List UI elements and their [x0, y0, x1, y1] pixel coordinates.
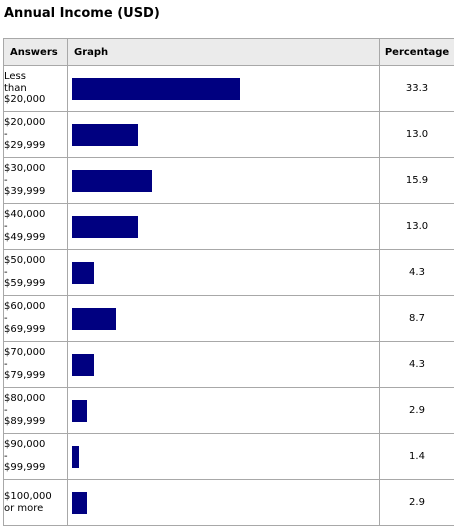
graph-cell	[68, 158, 380, 204]
table-row: $70,000-$79,999 4.3	[4, 342, 454, 388]
graph-cell	[68, 112, 380, 158]
percentage-value: 2.9	[380, 388, 454, 434]
answer-label: $49,999	[4, 232, 67, 244]
percentage-value: 15.9	[380, 158, 454, 204]
answer-cell: $50,000-$59,999	[4, 250, 68, 296]
bar	[72, 124, 138, 146]
answer-label: $70,000	[4, 347, 67, 359]
answer-label: $59,999	[4, 278, 67, 290]
answer-label: -	[4, 129, 67, 141]
graph-cell	[68, 480, 380, 526]
table-row: $60,000-$69,999 8.7	[4, 296, 454, 342]
answer-cell: $80,000-$89,999	[4, 388, 68, 434]
answer-label: $20,000	[4, 117, 67, 129]
bar	[72, 78, 240, 100]
answer-label: $20,000	[4, 94, 67, 106]
bar	[72, 446, 79, 468]
table-row: $30,000-$39,999 15.9	[4, 158, 454, 204]
graph-cell	[68, 434, 380, 480]
answer-label: or more	[4, 503, 67, 515]
bar	[72, 492, 87, 514]
graph-cell	[68, 388, 380, 434]
bar	[72, 262, 94, 284]
answer-cell: $90,000-$99,999	[4, 434, 68, 480]
percentage-value: 13.0	[380, 112, 454, 158]
bar	[72, 170, 152, 192]
answer-label: $99,999	[4, 462, 67, 474]
answer-cell: $40,000-$49,999	[4, 204, 68, 250]
table-row: $20,000-$29,999 13.0	[4, 112, 454, 158]
graph-cell	[68, 204, 380, 250]
percentage-value: 4.3	[380, 250, 454, 296]
table-row: $80,000-$89,999 2.9	[4, 388, 454, 434]
answers-header: Answers	[4, 39, 68, 66]
table-row: $90,000-$99,999 1.4	[4, 434, 454, 480]
answer-cell: $20,000-$29,999	[4, 112, 68, 158]
answer-label: -	[4, 451, 67, 463]
percentage-value: 8.7	[380, 296, 454, 342]
answer-label: $39,999	[4, 186, 67, 198]
bar	[72, 400, 87, 422]
graph-cell	[68, 342, 380, 388]
answer-label: $69,999	[4, 324, 67, 336]
percentage-value: 1.4	[380, 434, 454, 480]
answer-label: -	[4, 221, 67, 233]
answer-label: $29,999	[4, 140, 67, 152]
answer-cell: $70,000-$79,999	[4, 342, 68, 388]
answer-label: $100,000	[4, 491, 67, 503]
answer-label: -	[4, 405, 67, 417]
answer-cell: $30,000-$39,999	[4, 158, 68, 204]
answer-label: than	[4, 83, 67, 95]
answer-label: -	[4, 175, 67, 187]
percentage-value: 4.3	[380, 342, 454, 388]
answer-label: $50,000	[4, 255, 67, 267]
answer-label: $40,000	[4, 209, 67, 221]
percentage-value: 13.0	[380, 204, 454, 250]
answer-cell: $60,000-$69,999	[4, 296, 68, 342]
graph-header: Graph	[68, 39, 380, 66]
table-row: $50,000-$59,999 4.3	[4, 250, 454, 296]
percentage-value: 33.3	[380, 66, 454, 112]
answer-label: -	[4, 267, 67, 279]
answer-label: $80,000	[4, 393, 67, 405]
header-row: Answers Graph Percentage	[4, 39, 454, 66]
answer-label: -	[4, 313, 67, 325]
answer-label: Less	[4, 71, 67, 83]
graph-cell	[68, 66, 380, 112]
chart-title: Annual Income (USD)	[4, 5, 160, 23]
answer-label: $30,000	[4, 163, 67, 175]
bar	[72, 354, 94, 376]
graph-cell	[68, 296, 380, 342]
answer-label: $60,000	[4, 301, 67, 313]
percentage-header: Percentage	[380, 39, 454, 66]
bar	[72, 308, 116, 330]
bar	[72, 216, 138, 238]
percentage-value: 2.9	[380, 480, 454, 526]
answer-label: -	[4, 359, 67, 371]
graph-cell	[68, 250, 380, 296]
answer-label: $79,999	[4, 370, 67, 382]
table-row: $40,000-$49,999 13.0	[4, 204, 454, 250]
answer-label: $89,999	[4, 416, 67, 428]
answer-label: $90,000	[4, 439, 67, 451]
